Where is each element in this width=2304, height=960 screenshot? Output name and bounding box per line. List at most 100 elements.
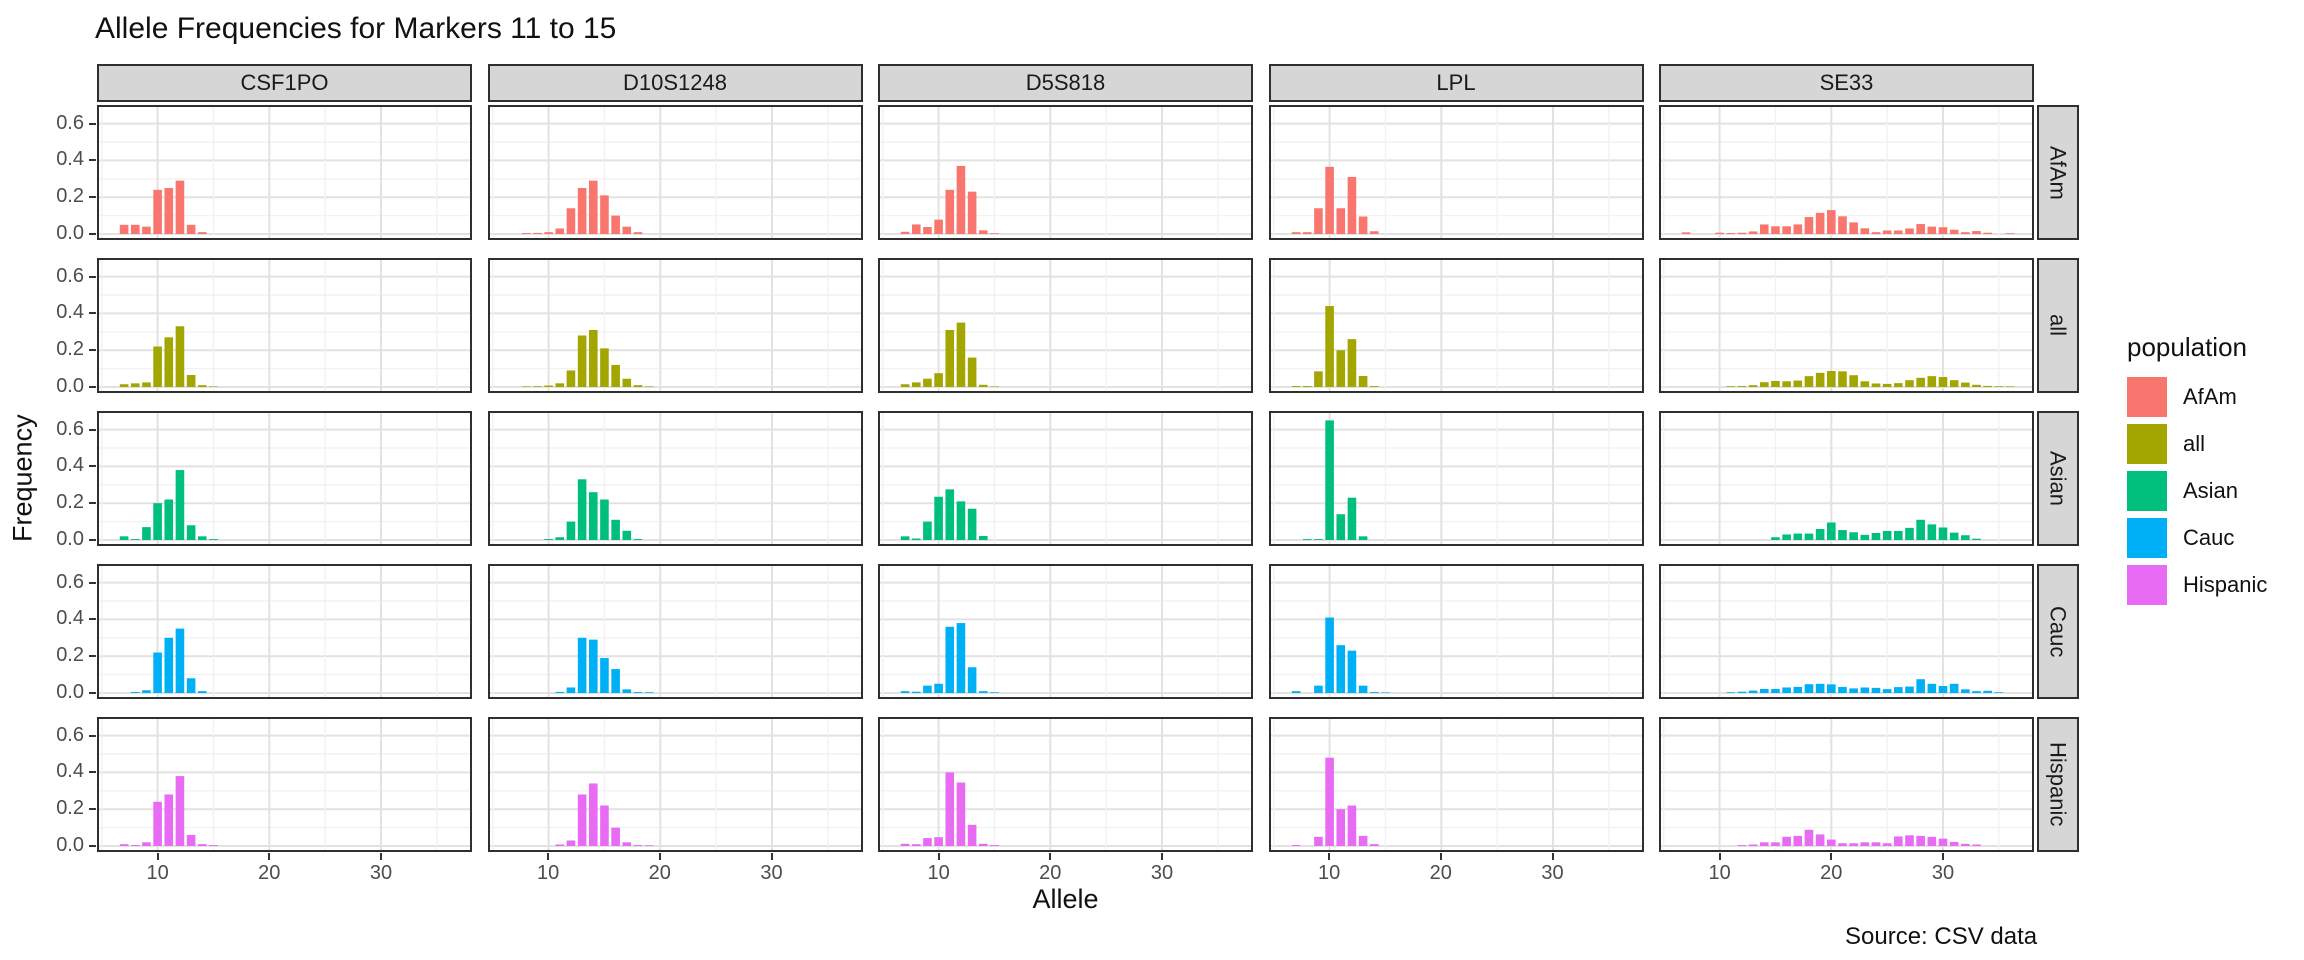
bar-D5S818-Cauc-allele-10 xyxy=(934,683,943,693)
bar-SE33-AfAm-allele-10 xyxy=(1715,232,1724,234)
bar-D5S818-Asian-allele-11 xyxy=(945,489,955,540)
bar-SE33-Asian-allele-30 xyxy=(1938,527,1948,540)
legend-item-Cauc: Cauc xyxy=(2127,518,2267,558)
legend-label: Cauc xyxy=(2183,525,2235,550)
bar-SE33-Cauc-allele-15 xyxy=(1771,688,1780,693)
bar-SE33-Hispanic-allele-22 xyxy=(1849,843,1858,846)
bar-D10S1248-Cauc-allele-12 xyxy=(566,687,575,693)
bar-D10S1248-Cauc-allele-19 xyxy=(644,692,653,693)
panel-background xyxy=(1659,411,2034,546)
bar-LPL-all-allele-12 xyxy=(1347,339,1356,387)
bar-D10S1248-all-allele-13 xyxy=(577,335,586,387)
panel-LPL-AfAm xyxy=(1268,105,1644,240)
bar-SE33-all-allele-17 xyxy=(1793,380,1803,387)
y-tick-mark xyxy=(89,618,96,621)
bar-SE33-all-allele-15 xyxy=(1771,380,1780,387)
bar-D5S818-Asian-allele-8 xyxy=(911,538,921,540)
bar-SE33-AfAm-allele-36 xyxy=(2005,233,2015,234)
y-tick-label: 0.2 xyxy=(56,644,84,667)
bar-SE33-Asian-allele-32 xyxy=(1961,535,1970,540)
bar-CSF1PO-Cauc-allele-12 xyxy=(175,628,185,693)
bar-SE33-all-allele-12 xyxy=(1737,386,1747,387)
y-tick-label: 0.4 xyxy=(56,760,84,783)
bar-SE33-Hispanic-allele-29 xyxy=(1927,836,1937,846)
bar-D5S818-all-allele-12 xyxy=(956,322,966,387)
panel-D10S1248-Asian xyxy=(487,411,863,546)
bar-D5S818-Hispanic-allele-8 xyxy=(911,844,921,846)
panel-D5S818-all xyxy=(878,258,1253,393)
x-tick-mark xyxy=(1942,853,1944,860)
bar-LPL-Hispanic-allele-10 xyxy=(1324,757,1334,846)
x-tick-label: 10 xyxy=(1317,862,1341,884)
bar-LPL-AfAm-allele-13 xyxy=(1358,216,1367,234)
bar-D10S1248-all-allele-12 xyxy=(566,370,575,387)
bar-CSF1PO-Cauc-allele-14 xyxy=(197,691,207,693)
bar-SE33-Hispanic-allele-15 xyxy=(1771,842,1780,846)
bar-D10S1248-all-allele-8 xyxy=(521,386,531,387)
legend-item-Asian: Asian xyxy=(2127,471,2267,511)
bar-SE33-AfAm-allele-32 xyxy=(1961,232,1970,234)
panel-LPL-all xyxy=(1268,258,1644,393)
legend-item-AfAm: AfAm xyxy=(2127,377,2267,417)
bar-D10S1248-AfAm-allele-17 xyxy=(621,226,631,234)
bar-D5S818-all-allele-15 xyxy=(990,386,999,387)
bar-LPL-Asian-allele-12 xyxy=(1347,497,1356,540)
bar-CSF1PO-Hispanic-allele-15 xyxy=(209,845,218,846)
bar-D5S818-Asian-allele-14 xyxy=(978,535,988,540)
bar-SE33-Cauc-allele-30 xyxy=(1938,686,1948,693)
bar-CSF1PO-Hispanic-allele-7 xyxy=(119,844,129,846)
y-tick-mark xyxy=(89,845,96,847)
bar-LPL-Hispanic-allele-13 xyxy=(1358,835,1367,846)
bar-SE33-Asian-allele-21 xyxy=(1838,530,1847,540)
legend-item-all: all xyxy=(2127,424,2267,464)
bar-SE33-all-allele-20 xyxy=(1827,370,1836,387)
bar-D5S818-all-allele-10 xyxy=(934,373,943,387)
bar-SE33-Hispanic-allele-26 xyxy=(1894,836,1903,846)
bar-D5S818-AfAm-allele-9 xyxy=(923,227,932,234)
panel-background xyxy=(878,717,1253,852)
panel-background xyxy=(1659,564,2034,699)
panel-D10S1248-AfAm xyxy=(487,105,863,240)
bar-D10S1248-Asian-allele-11 xyxy=(554,537,564,540)
panel-SE33-Asian xyxy=(1659,411,2034,546)
bar-CSF1PO-AfAm-allele-11 xyxy=(164,188,174,234)
panel-background xyxy=(1659,717,2034,852)
panel-background xyxy=(97,717,472,852)
bar-LPL-Cauc-allele-14 xyxy=(1369,692,1379,693)
facet-row-strip-AfAm: AfAm xyxy=(2036,105,2079,240)
x-tick-mark xyxy=(1439,853,1442,860)
bar-D10S1248-Asian-allele-17 xyxy=(621,530,631,540)
bar-SE33-Hispanic-allele-19 xyxy=(1815,834,1825,846)
bar-D10S1248-all-allele-17 xyxy=(621,378,631,387)
bar-SE33-AfAm-allele-18 xyxy=(1804,217,1814,234)
bar-D5S818-Hispanic-allele-11 xyxy=(945,772,955,846)
bar-D10S1248-all-allele-14 xyxy=(588,329,598,387)
bar-D10S1248-Asian-allele-13 xyxy=(577,479,586,540)
y-tick-mark xyxy=(89,312,96,315)
facet-row-strip-Hispanic: Hispanic xyxy=(2036,717,2079,852)
panel-border xyxy=(97,564,472,699)
y-tick-mark xyxy=(89,196,96,199)
y-tick-label: 0.0 xyxy=(56,222,84,244)
bar-CSF1PO-Asian-allele-10 xyxy=(153,503,162,540)
bar-LPL-Hispanic-allele-12 xyxy=(1347,805,1356,846)
bar-LPL-Hispanic-allele-9 xyxy=(1313,836,1323,846)
bar-SE33-Hispanic-allele-12 xyxy=(1737,845,1747,846)
bar-CSF1PO-AfAm-allele-7 xyxy=(119,224,129,234)
bar-D10S1248-all-allele-18 xyxy=(633,385,642,387)
x-tick-label: 20 xyxy=(1820,862,1843,884)
bar-SE33-Cauc-allele-29 xyxy=(1927,683,1937,693)
panel-border xyxy=(487,564,863,699)
y-tick-mark xyxy=(89,275,96,278)
panel-border xyxy=(97,411,472,546)
legend-swatch-all xyxy=(2127,424,2167,464)
bar-LPL-Hispanic-allele-7 xyxy=(1291,845,1300,846)
legend-label: all xyxy=(2183,431,2206,456)
bar-LPL-Cauc-allele-10 xyxy=(1324,617,1334,693)
panel-background xyxy=(878,411,1253,546)
bar-CSF1PO-Cauc-allele-8 xyxy=(130,692,140,693)
panel-border xyxy=(487,717,863,852)
bar-D10S1248-Asian-allele-18 xyxy=(633,539,642,540)
bar-LPL-Asian-allele-9 xyxy=(1313,539,1323,540)
